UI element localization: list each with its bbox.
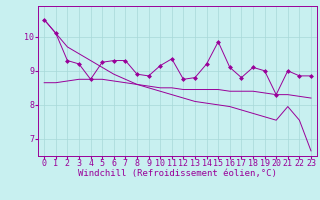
- X-axis label: Windchill (Refroidissement éolien,°C): Windchill (Refroidissement éolien,°C): [78, 169, 277, 178]
